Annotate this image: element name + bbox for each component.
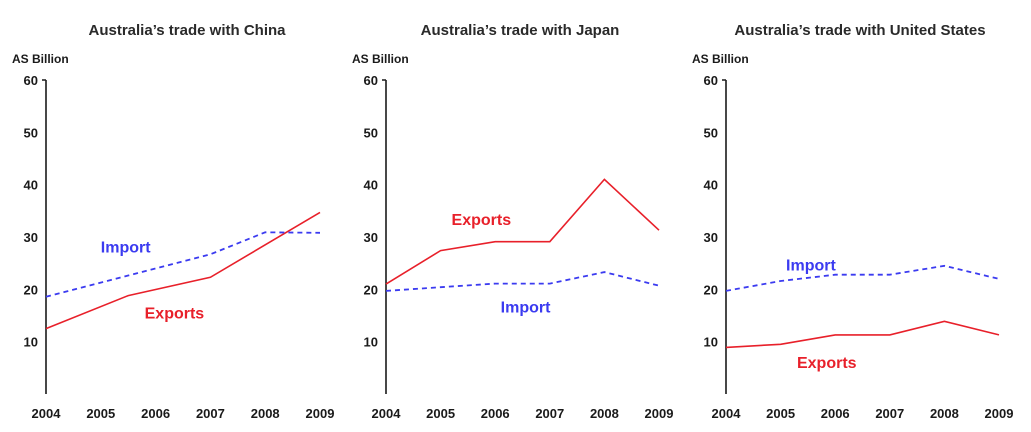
x-tick-label: 2009 [985,406,1014,421]
x-tick-label: 2004 [32,406,62,421]
y-tick-label: 10 [24,335,38,350]
y-tick-label: 30 [24,230,38,245]
series-line-exports [385,178,660,285]
chart-title: Australia’s trade with United States [734,22,985,39]
y-axis-unit-label: AS Billion [12,52,69,66]
series-label-exports: Exports [452,212,512,229]
y-tick-label: 20 [24,282,38,297]
y-axis-line [722,79,727,394]
y-tick-label: 40 [364,178,378,193]
chart-title: Australia’s trade with China [89,22,287,39]
series-line-import [385,271,660,292]
x-tick-label: 2006 [481,406,510,421]
series-label-exports: Exports [145,306,205,323]
y-tick-label: 60 [24,73,38,88]
x-tick-label: 2007 [196,406,225,421]
x-tick-label: 2006 [821,406,850,421]
x-tick-label: 2004 [712,406,742,421]
series-label-import: Import [786,257,836,274]
y-tick-label: 50 [24,125,38,140]
series-line-import [725,264,1000,292]
y-tick-label: 20 [704,282,718,297]
x-tick-label: 2009 [306,406,335,421]
x-tick-label: 2008 [930,406,959,421]
x-tick-label: 2007 [875,406,904,421]
y-tick-label: 60 [704,73,718,88]
x-tick-label: 2005 [86,406,115,421]
x-tick-label: 2006 [141,406,170,421]
x-tick-label: 2005 [426,406,455,421]
series-label-exports: Exports [797,355,857,372]
chart-title: Australia’s trade with Japan [421,22,620,39]
series-line-exports [725,320,1000,349]
chart-panel-3: Australia’s trade with United States AS B… [692,22,1013,421]
y-tick-label: 20 [364,282,378,297]
y-tick-label: 30 [364,230,378,245]
x-tick-label: 2009 [645,406,674,421]
y-axis-line [382,79,387,394]
y-axis-unit-label: AS Billion [692,52,749,66]
x-tick-label: 2007 [535,406,564,421]
x-tick-label: 2004 [372,406,402,421]
series-line-import [45,231,321,298]
x-tick-label: 2005 [766,406,795,421]
x-tick-label: 2008 [251,406,280,421]
y-tick-label: 10 [364,335,378,350]
x-tick-label: 2008 [590,406,619,421]
chart-panel-1: Australia’s trade with China AS Billion 10… [12,22,334,421]
y-tick-label: 40 [704,178,718,193]
y-tick-label: 60 [364,73,378,88]
y-axis-line [42,79,47,394]
y-tick-label: 40 [24,178,38,193]
series-line-exports [45,211,321,330]
series-label-import: Import [101,240,151,257]
y-tick-label: 50 [364,125,378,140]
y-tick-label: 30 [704,230,718,245]
series-label-import: Import [501,299,551,316]
y-axis-unit-label: AS Billion [352,52,409,66]
chart-panel-2: Australia’s trade with Japan AS Billion 10… [352,22,673,421]
y-tick-label: 50 [704,125,718,140]
y-tick-label: 10 [704,335,718,350]
